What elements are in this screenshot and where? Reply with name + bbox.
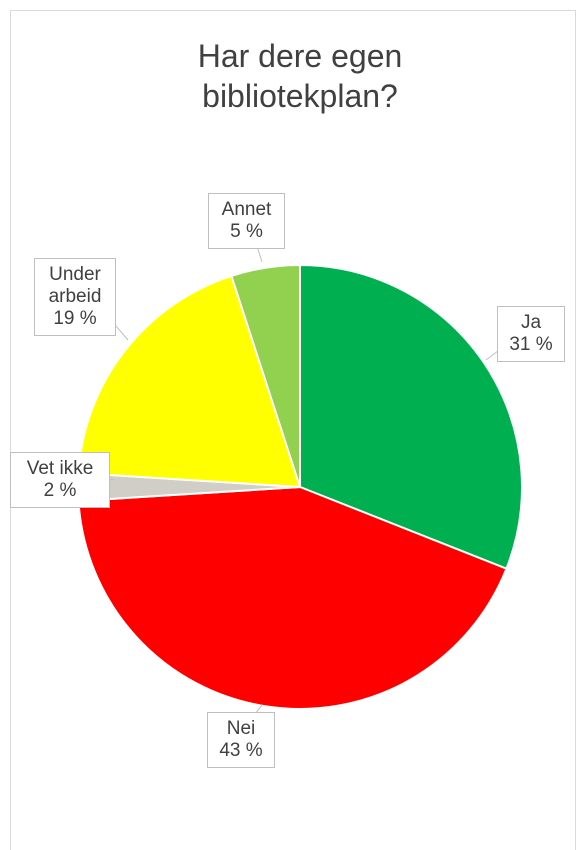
pie-slice <box>77 485 508 710</box>
data-label-value: 2 % <box>43 480 77 501</box>
data-label: Vet ikke 2 % <box>10 452 110 508</box>
data-label-value: 43 % <box>219 740 263 761</box>
pie-slice <box>77 274 302 489</box>
data-label-category: Nei <box>226 718 256 739</box>
data-label-category: Ja <box>520 312 542 333</box>
data-label: Nei 43 % <box>207 712 275 768</box>
data-label: Annet 5 % <box>208 193 285 249</box>
data-label-value: 19 % <box>53 308 97 329</box>
data-label: Under arbeid 19 % <box>34 258 116 336</box>
data-label-value: 5 % <box>230 221 263 242</box>
chart-title: Har dere egen bibliotekplan? <box>197 38 403 114</box>
pie-slice <box>299 263 523 571</box>
pie-slice <box>230 263 301 488</box>
data-label-category: Under arbeid <box>48 264 102 307</box>
data-label-value: 31 % <box>509 334 553 355</box>
data-label-category: Vet ikke <box>26 458 94 479</box>
chart-frame <box>10 10 576 850</box>
data-label: Ja 31 % <box>497 306 565 362</box>
data-label-category: Annet <box>221 199 272 220</box>
